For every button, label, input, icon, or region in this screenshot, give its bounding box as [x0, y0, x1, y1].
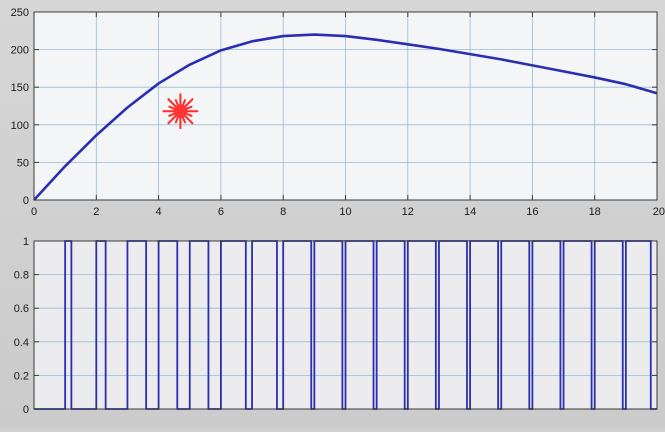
top-x-tick-label-10: 20 — [653, 206, 665, 218]
top-x-tick-label-8: 16 — [526, 206, 538, 218]
bottom-y-tick-label-5: 1 — [23, 236, 29, 248]
bottom-y-tick-label-3: 0.6 — [14, 303, 29, 315]
top-y-tick-label-3: 150 — [11, 82, 29, 94]
top-x-tick-label-3: 6 — [218, 206, 224, 218]
top-x-tick-label-6: 12 — [402, 206, 414, 218]
top-x-tick-label-9: 18 — [589, 206, 601, 218]
top-y-tick-label-0: 0 — [23, 195, 29, 207]
top-series-line-0 — [33, 33, 658, 201]
top-x-tick-label-5: 10 — [339, 206, 351, 218]
top-x-tick-label-0: 0 — [31, 206, 37, 218]
top-y-tick-label-4: 200 — [11, 45, 29, 57]
bottom-axes[interactable]: 0 0.2 0.4 0.6 0.8 1 — [14, 236, 658, 416]
top-axes[interactable]: 0 50 100 150 200 250 0 2 4 6 8 10 12 14 16 18 20 — [11, 7, 665, 218]
top-y-tick-label-1: 50 — [17, 157, 29, 169]
bottom-y-tick-label-1: 0.2 — [14, 370, 29, 382]
bottom-series-line-0 — [34, 240, 657, 410]
top-x-tick-label-4: 8 — [280, 206, 286, 218]
top-y-tick-label-2: 100 — [11, 120, 29, 132]
top-star-core — [173, 104, 188, 119]
bottom-y-tick-label-0: 0 — [23, 404, 29, 416]
top-y-tick-label-5: 250 — [11, 7, 29, 19]
top-x-tick-label-2: 4 — [156, 206, 162, 218]
top-x-tick-label-7: 14 — [464, 206, 476, 218]
bottom-y-tick-label-4: 0.8 — [14, 270, 29, 282]
bottom-y-tick-label-2: 0.4 — [14, 337, 29, 349]
top-x-tick-label-1: 2 — [93, 206, 99, 218]
top-star-marker-0 — [162, 93, 199, 130]
